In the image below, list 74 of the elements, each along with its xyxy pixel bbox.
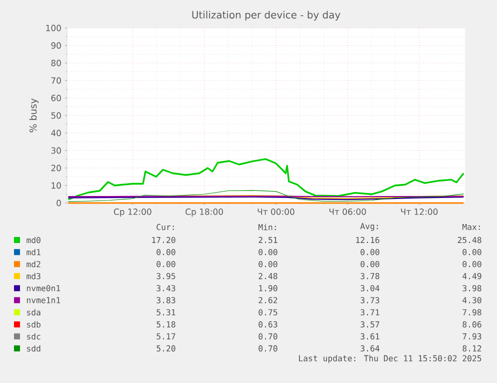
text: 0.63 [258, 321, 278, 328]
y-tick-label: 0 [56, 200, 61, 206]
legend-label: sda [27, 309, 40, 316]
y-tick-label: 40 [51, 130, 61, 136]
text: 2.51 [258, 236, 278, 244]
text: Min: [258, 224, 276, 230]
text: 3.95 [156, 273, 176, 280]
text: 3.98 [462, 285, 482, 292]
y-tick-label: 10 [52, 182, 61, 189]
y-tick-label: 80 [51, 60, 61, 66]
text: 17.20 [152, 236, 176, 244]
legend-label: md2 [26, 260, 40, 268]
text: 0.00 [156, 261, 176, 268]
text: Max: [462, 224, 480, 230]
text: 3.83 [156, 297, 176, 304]
chart-title: Utilization per device - by day [192, 10, 340, 21]
text: 0.00 [258, 261, 278, 268]
legend-label: sdd [27, 345, 40, 352]
text: 5.31 [156, 309, 176, 316]
text: 3.57 [360, 321, 380, 328]
y-tick-label: 20 [51, 164, 61, 172]
x-tick-label: Ср 18:00 [186, 208, 223, 217]
text: 3.73 [360, 297, 380, 304]
text: 3.64 [360, 345, 380, 352]
x-tick-label: Чт 00:00 [258, 208, 294, 215]
x-tick-label: Ср 12:00 [114, 208, 152, 217]
y-tick-label: 90 [51, 42, 61, 49]
legend-label: md0 [26, 236, 40, 244]
legend-label: sdc [27, 333, 40, 340]
legend-label: nvme0n1 [26, 285, 60, 292]
text: 0.00 [462, 261, 482, 268]
text: 0.70 [258, 345, 278, 352]
text: 3.04 [360, 285, 380, 292]
text: 0.00 [360, 249, 380, 256]
text: 2.62 [258, 297, 278, 304]
y-tick-label: 50 [51, 112, 61, 119]
text: 4.30 [462, 297, 482, 304]
text: 25.48 [458, 236, 482, 244]
text: 2.48 [258, 273, 278, 280]
line-series [68, 158, 464, 200]
text: 4.49 [462, 273, 482, 280]
text: 3.78 [360, 273, 380, 280]
text: 0.00 [462, 249, 482, 256]
x-tick-label: Чт 12:00 [401, 208, 438, 215]
text: 3.61 [360, 333, 380, 340]
y-tick-label: 70 [51, 77, 61, 84]
text: 8.06 [462, 321, 482, 328]
text: 3.71 [360, 309, 380, 316]
text: 0.00 [156, 249, 176, 256]
text: Cur: [156, 224, 174, 230]
legend-label: nvme1n1 [26, 297, 60, 304]
text: 1.90 [259, 285, 278, 292]
y-axis-title: % busy [29, 98, 38, 132]
text: 3.43 [156, 285, 176, 292]
text: 0.00 [360, 261, 380, 268]
text: Last update: Thu Dec 11 15:50:02 2025 [299, 355, 482, 363]
x-tick-label: Чт 06:00 [329, 208, 366, 215]
text: 0.70 [258, 333, 278, 340]
legend-label: sdb [27, 321, 40, 328]
legend-label: md3 [26, 272, 40, 280]
legend-label: md1 [26, 248, 40, 256]
text: 0.00 [258, 249, 278, 256]
text: Avg: [360, 223, 378, 231]
text: 8.12 [462, 345, 482, 352]
text: 5.20 [156, 345, 176, 352]
y-tick-label: 100 [46, 24, 61, 32]
text: 5.18 [156, 321, 176, 328]
y-tick-label: 30 [51, 147, 61, 154]
text: 0.75 [258, 309, 278, 316]
text: 7.93 [462, 333, 482, 340]
text: 7.98 [462, 309, 482, 316]
text: 12.16 [356, 236, 380, 244]
text: 5.17 [156, 333, 176, 340]
y-tick-label: 60 [51, 94, 61, 102]
